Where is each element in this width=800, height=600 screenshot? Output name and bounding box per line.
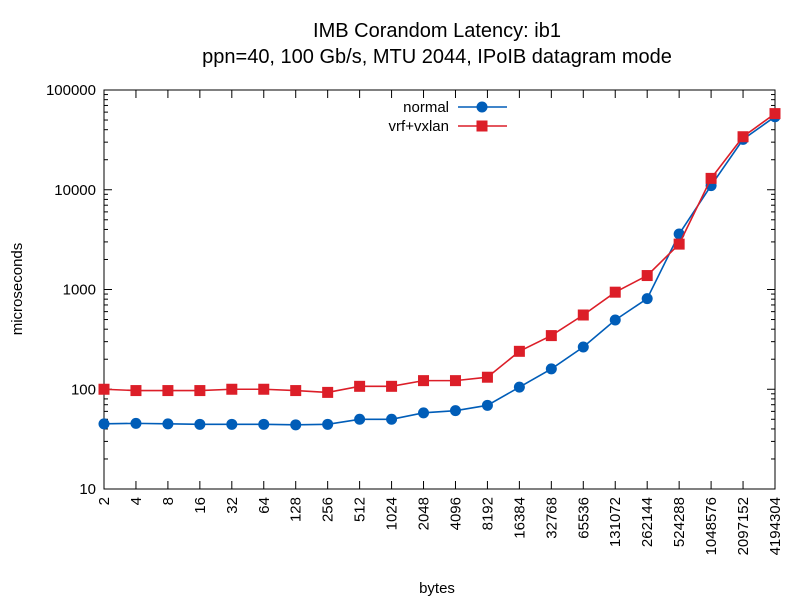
x-tick-label: 1024 (384, 497, 401, 530)
x-tick-label: 131072 (607, 497, 624, 547)
data-point (481, 399, 493, 411)
data-point (513, 345, 525, 357)
x-tick-label: 262144 (639, 497, 656, 547)
data-point (290, 385, 302, 397)
data-point (226, 418, 238, 430)
x-tick-label: 32768 (543, 497, 560, 539)
chart-subtitle: ppn=40, 100 Gb/s, MTU 2044, IPoIB datagr… (202, 46, 672, 68)
x-tick-label: 16 (192, 497, 209, 514)
data-point (577, 309, 589, 321)
x-tick-label: 8 (160, 497, 177, 505)
data-point (737, 131, 749, 143)
data-point (194, 418, 206, 430)
series-line (103, 116, 776, 426)
x-tick-label: 4194304 (767, 497, 784, 555)
x-tick-label: 32 (224, 497, 241, 514)
data-point (545, 330, 557, 342)
x-tick-label: 64 (256, 497, 273, 514)
data-point (513, 381, 525, 393)
data-point (130, 417, 142, 429)
x-tick-label: 16384 (511, 497, 528, 539)
data-point (449, 405, 461, 417)
data-point (418, 407, 430, 419)
x-tick-label: 512 (352, 497, 369, 522)
x-tick-label: 4096 (447, 497, 464, 530)
data-point (226, 383, 238, 395)
x-tick-label: 2048 (416, 497, 433, 530)
legend: normal vrf+vxlan (389, 99, 507, 135)
x-tick-label: 524288 (671, 497, 688, 547)
y-axis-label: microseconds (9, 243, 26, 336)
data-point (545, 363, 557, 375)
data-point (258, 383, 270, 395)
series-normal (98, 111, 781, 431)
data-point (354, 380, 366, 392)
data-point (449, 375, 461, 387)
data-point (769, 108, 781, 120)
data-point (98, 383, 110, 395)
plot-area (103, 89, 776, 490)
data-point (258, 418, 270, 430)
data-point (609, 314, 621, 326)
data-point (98, 418, 110, 430)
series-line (103, 112, 776, 394)
data-point (322, 386, 334, 398)
y-tick-label: 100 (71, 381, 96, 398)
x-tick-label: 256 (320, 497, 337, 522)
data-point (386, 413, 398, 425)
legend-marker (476, 120, 488, 132)
y-tick-label: 1000 (63, 282, 96, 299)
data-point (194, 385, 206, 397)
data-point (386, 380, 398, 392)
x-axis: 2 4 8 16 32 64 128 256 512 1024 2048 4096 8192 16384 3… (96, 90, 784, 555)
x-tick-label: 128 (288, 497, 305, 522)
x-tick-label: 8192 (479, 497, 496, 530)
chart-title: IMB Corandom Latency: ib1 (313, 20, 561, 42)
data-point (418, 375, 430, 387)
y-tick-label: 10000 (54, 182, 96, 199)
y-tick-label: 100000 (46, 82, 96, 99)
data-point (162, 385, 174, 397)
legend-marker (476, 101, 488, 113)
y-axis: 10 100 1000 10000 100000 (46, 82, 775, 498)
data-point (641, 270, 653, 282)
x-tick-label: 1048576 (703, 497, 720, 555)
x-tick-label: 2 (96, 497, 113, 505)
data-point (290, 419, 302, 431)
data-point (130, 385, 142, 397)
series-layer (98, 108, 781, 431)
data-point (354, 413, 366, 425)
data-point (322, 418, 334, 430)
data-point (577, 341, 589, 353)
x-tick-label: 2097152 (735, 497, 752, 555)
x-axis-label: bytes (419, 580, 455, 597)
x-tick-label: 65536 (575, 497, 592, 539)
data-point (673, 238, 685, 250)
y-tick-label: 10 (79, 481, 96, 498)
data-point (162, 418, 174, 430)
legend-label: vrf+vxlan (389, 118, 449, 135)
x-tick-label: 4 (128, 497, 145, 505)
data-point (609, 286, 621, 298)
series-vrf-vxlan (98, 108, 781, 398)
data-point (481, 371, 493, 383)
data-point (705, 172, 717, 184)
data-point (641, 293, 653, 305)
legend-label: normal (403, 99, 449, 116)
